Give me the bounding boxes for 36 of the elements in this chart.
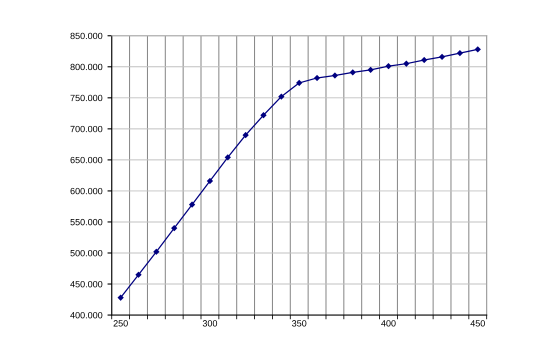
x-tick-label: 250 bbox=[114, 320, 128, 327]
point bbox=[260, 112, 266, 118]
point bbox=[332, 72, 338, 78]
y-tick-label: 400.000 bbox=[70, 312, 102, 318]
y-tick-label: 550.000 bbox=[70, 218, 102, 226]
x-tick-label: 400 bbox=[381, 320, 396, 327]
point bbox=[118, 294, 124, 301]
point bbox=[278, 94, 284, 100]
point bbox=[136, 272, 142, 278]
y-tick-label: 450.000 bbox=[70, 280, 102, 288]
x-tick-label: 350 bbox=[292, 320, 306, 327]
y-tick-label: 650.000 bbox=[70, 156, 102, 164]
y-tick-label: 850.000 bbox=[70, 32, 102, 40]
point bbox=[242, 132, 248, 138]
point bbox=[314, 75, 320, 81]
point bbox=[421, 57, 428, 63]
point bbox=[296, 80, 302, 86]
point bbox=[207, 178, 213, 184]
point bbox=[439, 54, 445, 60]
x-tick-label: 300 bbox=[202, 320, 218, 327]
y-tick-label: 500.000 bbox=[70, 250, 102, 256]
y-tick-label: 600.000 bbox=[70, 188, 102, 194]
point bbox=[474, 46, 481, 52]
x-tick-label: 450 bbox=[470, 320, 485, 327]
point bbox=[171, 225, 178, 232]
point bbox=[403, 60, 410, 67]
point bbox=[368, 67, 374, 73]
point bbox=[457, 50, 463, 56]
y-tick-label: 700.000 bbox=[70, 126, 102, 132]
point bbox=[386, 63, 392, 70]
point bbox=[154, 248, 160, 255]
y-tick-label: 750.000 bbox=[70, 94, 102, 102]
y-tick-label: 800.000 bbox=[70, 64, 102, 70]
point bbox=[350, 70, 356, 76]
point bbox=[189, 202, 195, 208]
point bbox=[224, 154, 231, 160]
